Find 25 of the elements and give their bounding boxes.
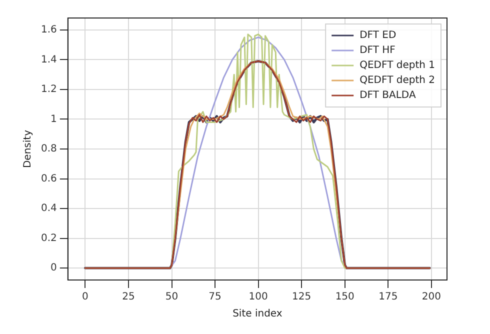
legend-label: DFT ED — [360, 30, 396, 42]
y-axis-title: Density — [22, 130, 34, 168]
x-axis-title: Site index — [232, 308, 282, 320]
x-tick-label: 125 — [292, 292, 312, 303]
legend-label: DFT BALDA — [360, 90, 416, 102]
y-tick-label: 0 — [50, 262, 57, 274]
legend-label: DFT HF — [360, 45, 396, 56]
y-tick-label: 1.4 — [40, 54, 57, 66]
x-tick-label: 150 — [335, 292, 354, 303]
x-tick-label: 50 — [165, 292, 178, 303]
y-tick-label: 1.6 — [40, 24, 57, 36]
x-tick-label: 100 — [248, 292, 268, 303]
legend-label: QEDFT depth 1 — [360, 60, 436, 72]
x-tick-label: 200 — [422, 292, 441, 303]
x-tick-label: 175 — [378, 292, 398, 303]
x-tick-label: 0 — [82, 292, 88, 303]
y-tick-label: 0.2 — [40, 232, 57, 244]
y-tick-label: 1 — [50, 114, 57, 125]
x-tick-label: 25 — [122, 292, 135, 303]
y-tick-label: 0.6 — [40, 173, 57, 184]
legend-label: QEDFT depth 2 — [360, 75, 436, 86]
y-tick-label: 1.2 — [40, 84, 57, 96]
x-tick-label: 75 — [208, 292, 222, 303]
y-tick-label: 0.8 — [40, 144, 57, 155]
y-tick-label: 0.4 — [40, 203, 57, 214]
